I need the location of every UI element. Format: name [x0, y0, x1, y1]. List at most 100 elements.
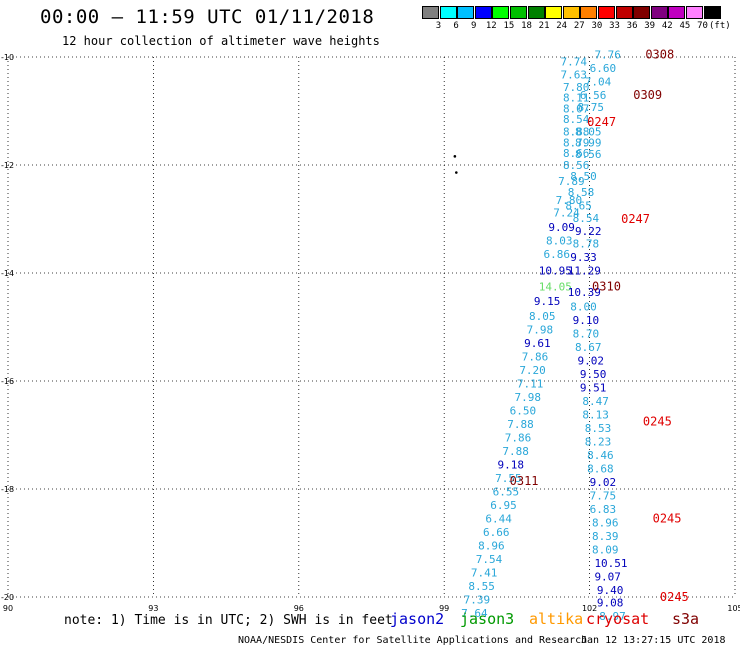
legend-bin-label: 36 [626, 21, 638, 31]
wave-height-label: 7.64 [461, 607, 488, 620]
wave-height-label: 8.09 [592, 543, 619, 556]
wave-height-label: 8.00 [570, 300, 597, 313]
y-tick-label: -12 [1, 161, 14, 170]
wave-height-label: 7.89 [558, 175, 585, 188]
wave-height-label: 6.60 [590, 62, 617, 75]
wave-height-label: 10.51 [594, 557, 627, 570]
legend-swatch [650, 6, 668, 19]
legend-bin-label: 30 [591, 21, 603, 31]
legend-bin-label: 18 [521, 21, 532, 31]
wave-height-label: 7.54 [476, 553, 503, 566]
legend-bin-label: 15 [503, 21, 515, 31]
wave-height-label: 6.86 [544, 248, 571, 261]
wave-height-label: 14.05 [539, 281, 572, 294]
wave-height-label: 9.09 [548, 221, 575, 234]
wave-height-label: 8.96 [592, 516, 619, 529]
wave-height-label: 8.46 [587, 449, 614, 462]
legend-swatch [527, 6, 545, 19]
wave-height-label: 6.50 [510, 405, 537, 418]
wave-height-label: 9.51 [580, 381, 607, 394]
wave-height-label: 11.29 [568, 264, 601, 277]
y-tick-label: -10 [1, 53, 14, 62]
wave-height-label: 9.22 [575, 225, 602, 238]
wave-height-label: 7.39 [464, 594, 491, 607]
legend-swatch [615, 6, 633, 19]
pass-time-label: 0247 [621, 212, 650, 226]
wave-height-label: 9.02 [577, 354, 604, 367]
legend-s3a: s3a [672, 610, 700, 628]
legend-bin-label: 39 [644, 21, 656, 31]
wave-height-label: 8.53 [585, 422, 612, 435]
map-subtitle: 12 hour collection of altimeter wave hei… [62, 34, 380, 48]
wave-height-label: 8.47 [582, 395, 609, 408]
legend-swatch [668, 6, 686, 19]
legend-bin-label: 45 [679, 21, 691, 31]
map-title: 00:00 – 11:59 UTC 01/11/2018 [40, 6, 375, 28]
legend-swatch [686, 6, 703, 19]
legend-cryosat: cryosat [586, 610, 650, 628]
wave-height-label: 6.55 [493, 486, 519, 499]
legend-bin-label: 21 [538, 21, 550, 31]
y-tick-label: -14 [1, 269, 14, 278]
wave-height-label: 7.04 [585, 75, 612, 88]
wave-height-label: 8.54 [563, 113, 590, 126]
wave-height-label: 8.39 [592, 530, 619, 543]
legend-bin-label: 3 [435, 21, 442, 31]
wave-height-label: 9.33 [570, 251, 597, 264]
wave-height-label: 7.98 [514, 391, 541, 404]
legend-swatch [633, 6, 651, 19]
x-tick-label: 105 [727, 604, 740, 613]
legend-swatch [422, 6, 439, 19]
x-tick-label: 102 [582, 604, 597, 613]
wave-height-label: 9.10 [573, 314, 600, 327]
wave-height-label: 7.63 [561, 68, 588, 81]
legend-unit-label: (ft) [709, 21, 731, 31]
wave-height-label: 9.07 [594, 570, 621, 583]
wave-height-label: 8.68 [587, 462, 614, 475]
pass-time-label: 0308 [645, 47, 674, 61]
y-tick-label: -18 [1, 485, 14, 494]
wave-height-label: 7.98 [527, 324, 554, 337]
y-tick-label: -16 [1, 377, 14, 386]
legend-bin-label: 24 [556, 21, 568, 31]
wave-height-label: 10.39 [568, 286, 601, 299]
wave-height-label: 7.88 [507, 418, 534, 431]
wave-height-label: 8.50 [570, 170, 597, 183]
wave-height-label: 8.99 [575, 136, 602, 149]
wave-height-label: 7.55 [495, 472, 521, 485]
wave-height-label: 7.76 [594, 48, 621, 61]
legend-jason2: jason2 [390, 610, 445, 628]
wave-height-label: 8.67 [575, 341, 602, 354]
wave-height-label: 7.20 [519, 364, 546, 377]
wave-height-label: 9.02 [590, 476, 617, 489]
legend-swatch [562, 6, 580, 19]
land-point [455, 171, 458, 174]
legend-swatch [580, 6, 598, 19]
wave-height-label: 8.79 [563, 136, 590, 149]
x-tick-label: 90 [3, 604, 13, 613]
wave-height-label: 6.95 [490, 499, 517, 512]
wave-height-label: 8.13 [582, 408, 609, 421]
pass-time-label: 0247 [587, 115, 616, 129]
wave-height-label: 8.55 [468, 580, 495, 593]
pass-time-label: 0309 [633, 88, 662, 102]
legend-bin-label: 42 [661, 21, 673, 31]
pass-time-label: 0310 [592, 280, 621, 294]
wave-height-label: 7.86 [505, 432, 532, 445]
wave-height-label: 8.88 [563, 126, 590, 139]
wave-height-label: 8.56 [575, 148, 602, 161]
wave-height-label: 8.65 [565, 200, 592, 213]
wave-height-label: 8.05 [575, 126, 602, 139]
wave-height-label: 7.11 [517, 378, 544, 391]
wave-height-label: 7.88 [502, 445, 529, 458]
generated-timestamp: Jan 12 13:27:15 UTC 2018 [581, 635, 726, 646]
wave-height-label: 8.75 [577, 101, 604, 114]
legend-bin-label: 9 [470, 21, 477, 31]
legend-jason3: jason3 [460, 610, 515, 628]
wave-height-label: 8.23 [585, 435, 612, 448]
wave-height-label: 8.07 [563, 102, 590, 115]
legend-swatch [457, 6, 475, 19]
wave-height-label: 7.41 [471, 567, 498, 580]
